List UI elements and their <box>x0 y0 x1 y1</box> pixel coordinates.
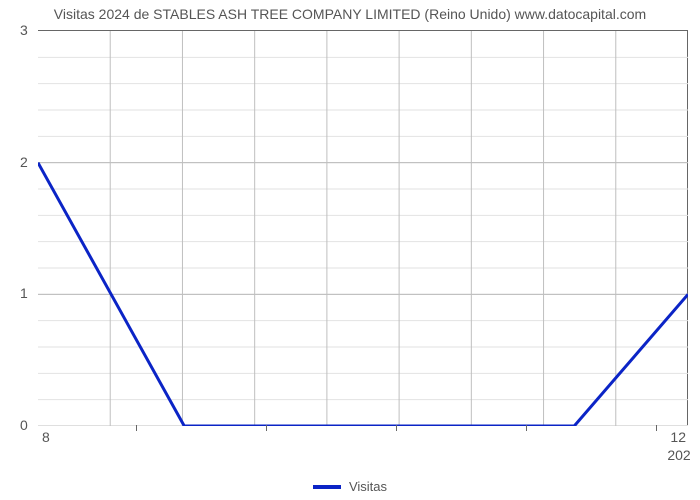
y-tick-label: 2 <box>20 154 28 170</box>
chart-container: Visitas 2024 de STABLES ASH TREE COMPANY… <box>0 0 700 500</box>
y-tick-label: 1 <box>20 285 28 301</box>
y-tick-label: 0 <box>20 417 28 433</box>
x-sublabel: 202 <box>667 447 690 463</box>
chart-title: Visitas 2024 de STABLES ASH TREE COMPANY… <box>0 6 700 22</box>
x-tick-label-right: 12 <box>670 429 686 445</box>
legend: Visitas <box>0 479 700 494</box>
x-tick-mark <box>136 425 137 431</box>
x-tick-mark <box>266 425 267 431</box>
plot-area <box>38 30 688 425</box>
chart-svg <box>38 31 688 426</box>
legend-label: Visitas <box>349 479 387 494</box>
x-tick-label-left: 8 <box>42 429 50 445</box>
x-tick-mark <box>656 425 657 431</box>
x-tick-mark <box>396 425 397 431</box>
legend-swatch <box>313 485 341 489</box>
y-tick-label: 3 <box>20 22 28 38</box>
x-tick-mark <box>526 425 527 431</box>
